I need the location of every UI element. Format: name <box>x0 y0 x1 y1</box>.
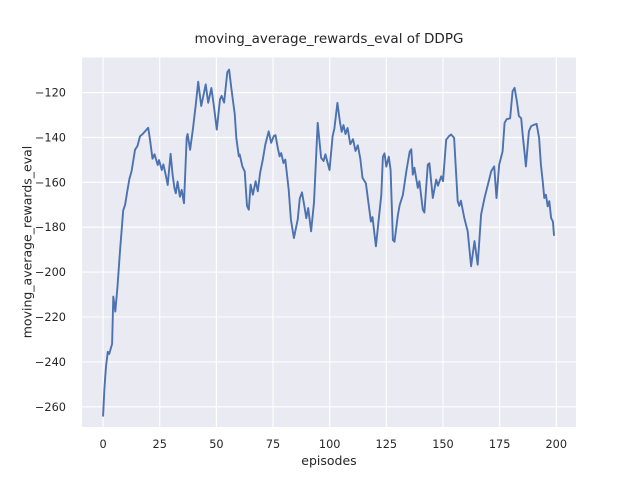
series-line-moving_average_rewards_eval <box>102 68 555 417</box>
y-tick-label: −200 <box>35 266 66 279</box>
y-tick-label: −220 <box>35 311 66 324</box>
y-tick-label: −160 <box>35 176 66 189</box>
x-tick-label: 50 <box>209 438 223 451</box>
x-tick-label: 100 <box>319 438 341 451</box>
x-axis-label: episodes <box>301 453 357 468</box>
x-tick-label: 125 <box>376 438 398 451</box>
x-tick-label: 25 <box>153 438 167 451</box>
plot-area <box>82 57 576 427</box>
chart-title: moving_average_rewards_eval of DDPG <box>194 31 464 47</box>
y-tick-label: −260 <box>35 401 66 414</box>
y-tick-label: −120 <box>35 87 66 100</box>
x-tick-label: 175 <box>489 438 511 451</box>
x-tick-label: 75 <box>266 438 280 451</box>
y-tick-label: −140 <box>35 131 66 144</box>
x-tick-label: 200 <box>546 438 568 451</box>
x-tick-label: 0 <box>99 438 106 451</box>
x-tick-label: 150 <box>432 438 454 451</box>
y-axis-label: moving_average_rewards_eval <box>19 145 35 339</box>
y-tick-label: −180 <box>35 221 66 234</box>
grid <box>82 57 576 427</box>
y-tick-label: −240 <box>35 356 66 369</box>
